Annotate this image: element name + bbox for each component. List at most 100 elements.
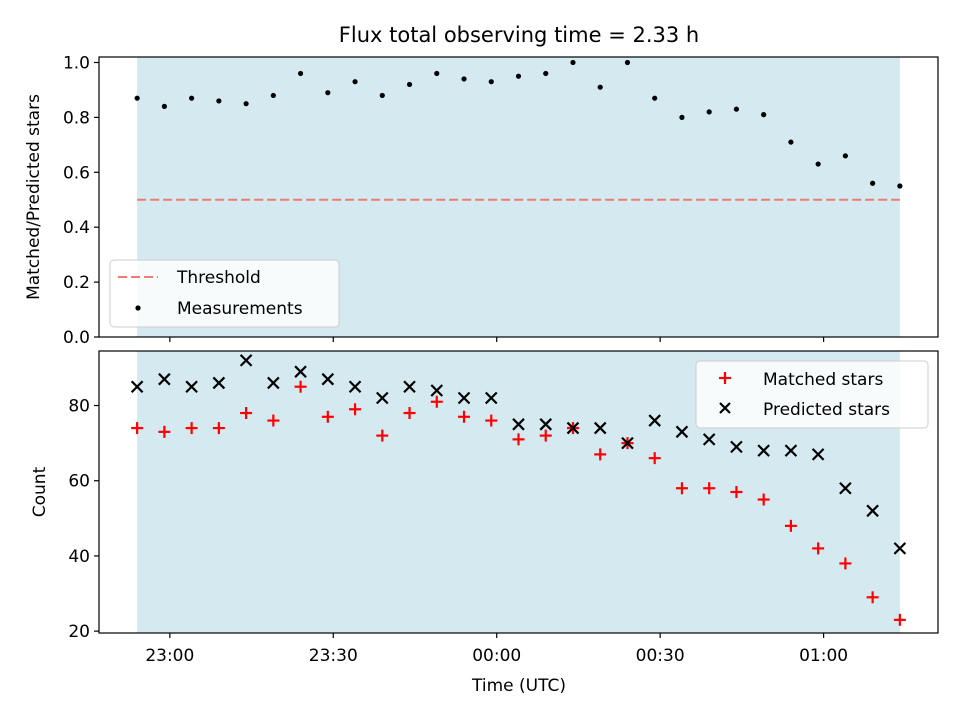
- top-y-axis-label: Matched/Predicted stars: [24, 94, 44, 300]
- legend-predicted-swatch: [719, 402, 731, 414]
- bottom-legend: Matched stars Predicted stars: [695, 360, 929, 429]
- x-tick-label: 00:30: [636, 646, 685, 666]
- matched-star-point: [512, 433, 525, 446]
- measurement-point: [379, 92, 385, 99]
- y-tick-label: 0.8: [63, 108, 90, 128]
- matched-star-point: [784, 519, 797, 532]
- measurement-point: [216, 98, 222, 104]
- y-tick-label: 40: [68, 547, 90, 567]
- chart-title: Flux total observing time = 2.33 h: [339, 23, 699, 47]
- predicted-star-point: [702, 433, 716, 446]
- predicted-star-point: [784, 444, 798, 457]
- measurement-point: [515, 73, 522, 79]
- matched-star-point: [730, 486, 743, 498]
- predicted-star-point: [866, 504, 879, 518]
- matched-star-point: [839, 557, 852, 570]
- y-tick-label: 1.0: [63, 53, 90, 73]
- matched-star-point: [703, 482, 716, 495]
- predicted-star-point: [294, 365, 307, 378]
- matched-star-point: [675, 482, 688, 495]
- predicted-star-point: [267, 376, 280, 390]
- predicted-star-point: [239, 354, 253, 367]
- matched-star-point: [403, 407, 416, 420]
- matched-star-point: [648, 452, 661, 465]
- legend-matched-label: Matched stars: [763, 370, 883, 390]
- bottom-legend-box: [695, 360, 929, 429]
- measurement-point: [761, 112, 767, 118]
- matched-star-point: [240, 407, 253, 420]
- predicted-star-point: [621, 436, 634, 450]
- measurement-point: [189, 95, 195, 101]
- matched-star-point: [866, 591, 879, 604]
- predicted-star-point: [730, 440, 743, 454]
- measurement-point: [679, 114, 685, 120]
- predicted-star-point: [648, 414, 661, 427]
- x-tick-label: 23:00: [145, 646, 194, 666]
- predicted-star-point: [539, 418, 553, 431]
- bottom-panel: 20 40 60 80 23:00 23:30 00:00 00:30 01:00 Count…: [30, 350, 939, 696]
- measurement-point: [461, 76, 467, 82]
- measurement-point: [815, 161, 821, 167]
- y-tick-label: 0.6: [63, 163, 90, 183]
- matched-star-point: [458, 410, 471, 423]
- measurement-point: [352, 79, 358, 85]
- measurement-point: [706, 109, 712, 115]
- top-plot-frame: [98, 56, 939, 338]
- matched-star-point: [812, 542, 825, 555]
- bottom-y-ticks: 20 40 60 80: [68, 397, 99, 642]
- matched-star-point: [757, 493, 770, 506]
- predicted-star-point: [348, 380, 362, 393]
- predicted-star-point: [484, 391, 498, 405]
- matched-star-point: [294, 380, 307, 393]
- matched-star-point: [321, 410, 334, 423]
- measurement-point: [897, 183, 903, 189]
- x-tick-label: 23:30: [309, 646, 358, 666]
- measurement-points: [134, 59, 903, 189]
- top-panel: 0.0 0.2 0.4 0.6 0.8 1.0 Matched/Predicted sta…: [24, 53, 939, 348]
- y-tick-label: 0.2: [63, 273, 90, 293]
- predicted-star-point: [321, 372, 335, 386]
- predicted-star-point: [185, 380, 198, 393]
- legend-threshold-label: Threshold: [176, 268, 261, 288]
- measurement-point: [134, 95, 140, 101]
- measurement-point: [652, 95, 658, 101]
- predicted-star-point: [212, 376, 226, 390]
- predicted-star-point: [675, 425, 689, 439]
- y-tick-label: 0.0: [63, 328, 90, 348]
- y-tick-label: 0.4: [63, 218, 90, 238]
- predicted-star-point: [757, 444, 770, 457]
- y-tick-label: 60: [68, 472, 90, 492]
- measurement-point: [406, 81, 413, 88]
- matched-star-point: [430, 395, 443, 408]
- legend-measurements-swatch: [135, 305, 141, 311]
- bottom-plot-frame: [98, 350, 939, 634]
- measurement-point: [543, 70, 549, 77]
- predicted-star-point: [566, 421, 580, 435]
- bottom-x-ticks: 23:00 23:30 00:00 00:30 01:00: [145, 633, 848, 666]
- legend-matched-swatch: [719, 372, 731, 384]
- predicted-star-point: [430, 384, 444, 397]
- x-axis-label: Time (UTC): [471, 676, 566, 696]
- measurement-point: [325, 90, 331, 96]
- matched-star-point: [539, 429, 552, 442]
- measurement-point: [243, 101, 249, 107]
- matched-star-point: [594, 448, 607, 461]
- y-tick-label: 20: [68, 622, 90, 642]
- predicted-star-point: [158, 372, 171, 386]
- predicted-star-point: [512, 418, 525, 431]
- bottom-y-axis-label: Count: [30, 466, 50, 517]
- matched-star-point: [376, 429, 389, 442]
- measurement-point: [161, 103, 167, 110]
- matched-star-point: [267, 414, 280, 427]
- predicted-star-point: [457, 391, 471, 405]
- measurement-point: [788, 139, 794, 145]
- matched-star-point: [158, 425, 171, 438]
- matched-star-point: [185, 422, 198, 435]
- matched-star-point: [349, 403, 362, 416]
- top-x-ticks: [169, 337, 825, 342]
- matched-star-point: [485, 414, 498, 427]
- measurement-point: [733, 106, 740, 112]
- y-tick-label: 80: [68, 397, 90, 417]
- count-points: [130, 354, 907, 626]
